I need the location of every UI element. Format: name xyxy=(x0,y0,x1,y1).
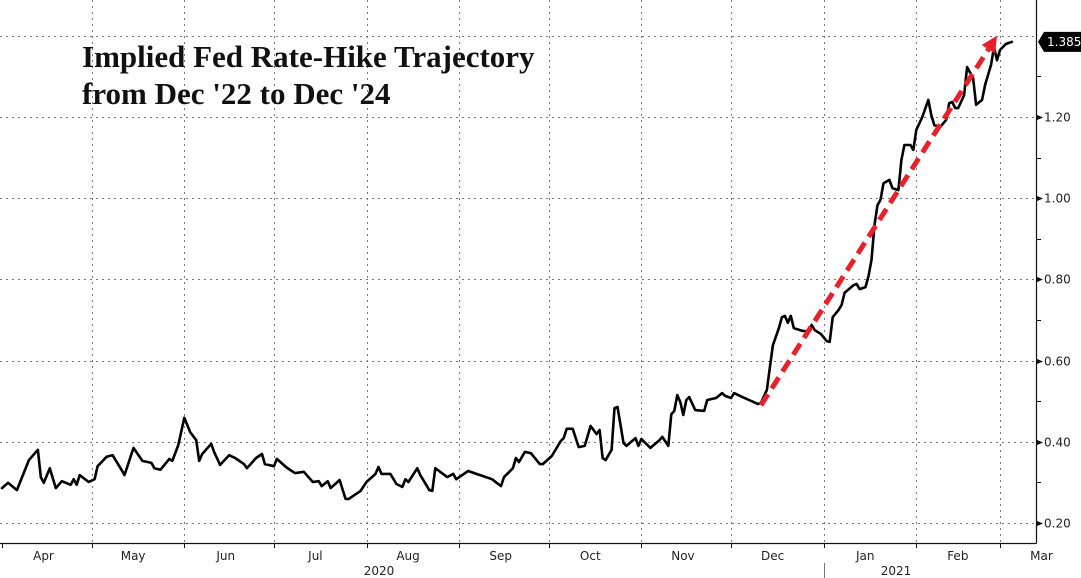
x-tick-label: Oct xyxy=(580,549,601,563)
x-tick-label: Dec xyxy=(761,549,784,563)
trend-arrow-head xyxy=(981,35,998,54)
series-group xyxy=(0,40,1014,501)
x-tick-label: May xyxy=(121,549,146,563)
chart-subtitle: from Dec '22 to Dec '24 xyxy=(82,76,391,111)
y-tick-marker xyxy=(1036,195,1043,202)
last-value-box xyxy=(1038,31,1081,52)
axes xyxy=(0,0,1038,545)
x-tick-label: Feb xyxy=(947,549,968,563)
series-line xyxy=(0,40,1014,501)
x-year-label: 2021 xyxy=(881,564,912,578)
x-tick-label: Apr xyxy=(33,549,54,563)
x-year-label: 2020 xyxy=(364,564,395,578)
y-tick-label: 1.00 xyxy=(1044,192,1071,206)
x-tick-label: Jul xyxy=(307,549,322,563)
chart-title: Implied Fed Rate-Hike Trajectory xyxy=(82,39,535,74)
x-tick-label: Aug xyxy=(396,549,419,563)
chart-title-block: Implied Fed Rate-Hike Trajectory from De… xyxy=(82,38,535,112)
x-tick-label: Mar xyxy=(1030,549,1053,563)
x-axis-ticks: Apr May Jun Jul Aug Sep Oct Nov Dec Jan Feb Mar 2020… xyxy=(2,543,1053,578)
y-tick-label: 0.20 xyxy=(1044,517,1071,531)
annotation-group xyxy=(758,35,998,407)
y-axis-ticks: 0.20 0.40 0.60 0.80 1.00 1.20 1.385 xyxy=(1036,31,1081,531)
y-tick-label: 0.80 xyxy=(1044,273,1071,287)
y-tick-label: 0.40 xyxy=(1044,436,1071,450)
x-tick-label: Jan xyxy=(855,549,875,563)
y-tick-marker xyxy=(1036,439,1043,446)
y-tick-marker xyxy=(1036,520,1043,527)
y-tick-marker xyxy=(1036,358,1043,365)
y-tick-marker xyxy=(1036,114,1043,121)
grid xyxy=(0,0,1036,543)
y-tick-label: 0.60 xyxy=(1044,355,1071,369)
x-tick-label: Sep xyxy=(489,549,512,563)
x-tick-label: Jun xyxy=(215,549,235,563)
y-tick-marker xyxy=(1036,276,1043,283)
trend-arrow-shaft xyxy=(758,47,991,407)
x-tick-label: Nov xyxy=(671,549,694,563)
last-value-badge: 1.385 xyxy=(1038,31,1081,52)
y-tick-label: 1.20 xyxy=(1044,111,1071,125)
last-value-label: 1.385 xyxy=(1047,35,1081,49)
